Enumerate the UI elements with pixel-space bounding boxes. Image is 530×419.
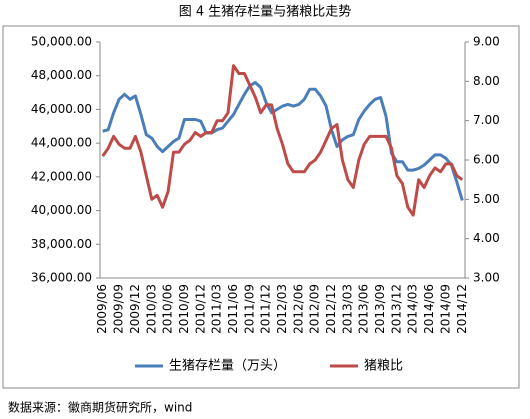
chart-border — [2, 25, 520, 389]
y2-tick-label: 9.00 — [473, 35, 500, 49]
y-tick-label: 36,000.00 — [31, 271, 92, 285]
legend-label: 猪粮比 — [364, 359, 403, 374]
x-tick-label: 2014/03 — [406, 284, 420, 334]
y2-tick-label: 8.00 — [473, 74, 500, 88]
y-tick-label: 44,000.00 — [31, 136, 92, 150]
x-tick-label: 2013/09 — [373, 284, 387, 334]
y-tick-label: 38,000.00 — [31, 237, 92, 251]
x-tick-label: 2010/03 — [144, 284, 158, 334]
y-tick-label: 46,000.00 — [31, 102, 92, 116]
x-tick-label: 2009/06 — [95, 284, 109, 334]
source-note: 数据来源：徽商期货研究所，wind — [8, 400, 192, 415]
chart-title: 图 4 生猪存栏量与猪粮比走势 — [179, 4, 352, 20]
series-line — [102, 81, 464, 201]
x-tick-label: 2014/12 — [455, 284, 469, 334]
x-tick-label: 2013/03 — [340, 284, 354, 334]
x-tick-label: 2011/06 — [226, 284, 240, 334]
x-tick-label: 2009/09 — [112, 284, 126, 334]
y2-tick-label: 4.00 — [473, 231, 500, 245]
y-tick-label: 50,000.00 — [31, 35, 92, 49]
y-tick-label: 42,000.00 — [31, 169, 92, 183]
legend-label: 生猪存栏量（万头） — [169, 359, 286, 374]
x-tick-label: 2012/12 — [324, 284, 338, 334]
y-tick-label: 40,000.00 — [31, 203, 92, 217]
series-line — [101, 64, 464, 217]
x-tick-label: 2011/09 — [242, 284, 256, 334]
y2-tick-label: 3.00 — [473, 271, 500, 285]
y2-tick-label: 6.00 — [473, 153, 500, 167]
x-tick-label: 2014/06 — [422, 284, 436, 334]
x-tick-label: 2010/09 — [177, 284, 191, 334]
x-tick-label: 2014/09 — [438, 284, 452, 334]
x-tick-label: 2011/12 — [259, 284, 273, 334]
y2-tick-label: 7.00 — [473, 113, 500, 127]
y2-tick-label: 5.00 — [473, 192, 500, 206]
x-tick-label: 2013/12 — [389, 284, 403, 334]
x-tick-label: 2010/06 — [161, 284, 175, 334]
x-tick-label: 2009/12 — [128, 284, 142, 334]
x-tick-label: 2012/09 — [308, 284, 322, 334]
x-tick-label: 2010/12 — [193, 284, 207, 334]
x-tick-label: 2013/06 — [357, 284, 371, 334]
x-tick-label: 2011/03 — [210, 284, 224, 334]
y-tick-label: 48,000.00 — [31, 68, 92, 82]
x-tick-label: 2012/03 — [275, 284, 289, 334]
x-tick-label: 2012/06 — [291, 284, 305, 334]
